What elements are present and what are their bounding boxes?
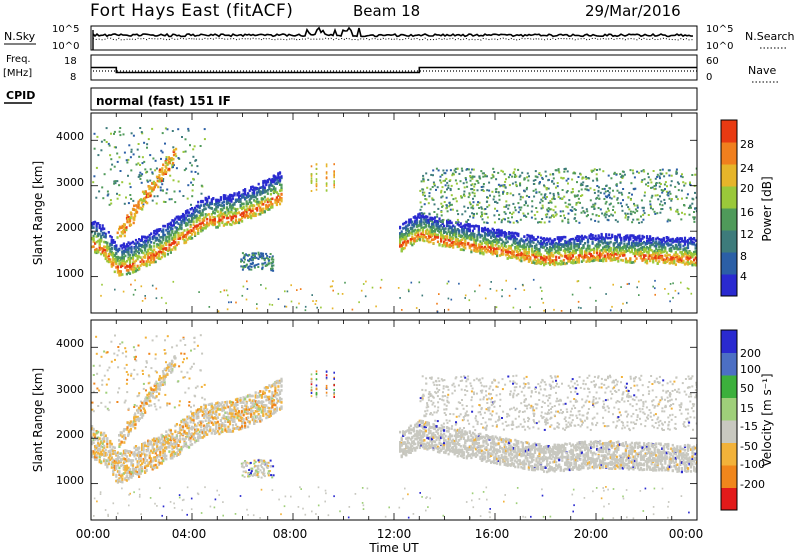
power-cbar-tick-8: 8: [740, 250, 747, 263]
n-search-label: N.Search: [745, 30, 795, 43]
velocity-cbar-label: Velocity [m s⁻¹]: [760, 373, 774, 466]
freq-tick-bottom: 8: [70, 72, 76, 83]
x-axis-label: Time UT: [368, 541, 419, 554]
xtick-2000: 20:00: [574, 527, 609, 541]
noise-panel: N.Sky 10^5 10^0 10^5 10^0 N.Search: [4, 24, 795, 52]
noise-right-tick-top: 10^5: [706, 24, 733, 35]
vel-ytick-2000: 2000: [56, 428, 84, 441]
power-panel: Slant Range [km] 4000 3000 2000 1000 28 …: [31, 112, 774, 314]
power-cbar-tick-16: 16: [740, 206, 754, 219]
nave-tick-bottom: 0: [706, 72, 712, 83]
cpid-panel: CPID normal (fast) 151 IF: [4, 87, 698, 111]
xtick-2400: 00:00: [669, 527, 704, 541]
power-cbar-tick-28: 28: [740, 138, 754, 151]
power-cbar-tick-20: 20: [740, 182, 754, 195]
noise-left-tick-bottom: 10^0: [52, 41, 79, 52]
velocity-colorbar: [721, 330, 737, 511]
power-ylabel: Slant Range [km]: [31, 161, 45, 265]
vel-cbar-tick-50: 50: [740, 382, 754, 395]
cpid-label: CPID: [6, 89, 35, 102]
x-axis: 00:00 04:00 08:00 12:00 16:00 20:00 00:0…: [76, 527, 704, 554]
vel-cbar-tick-200: 200: [740, 347, 761, 360]
freq-line: [91, 66, 697, 74]
power-cbar-tick-24: 24: [740, 162, 754, 175]
power-ytick-3000: 3000: [56, 176, 84, 189]
vel-cbar-tick-m50: -50: [740, 440, 758, 453]
vel-cbar-tick-m100: -100: [740, 458, 765, 471]
power-colorbar: [721, 120, 737, 297]
power-ytick-2000: 2000: [56, 221, 84, 234]
n-sky-line: [92, 26, 694, 38]
cpid-text: normal (fast) 151 IF: [96, 94, 231, 108]
power-cbar-tick-4: 4: [740, 270, 747, 283]
power-ytick-1000: 1000: [56, 267, 84, 280]
freq-label: Freq.: [6, 54, 31, 65]
xtick-1200: 12:00: [377, 527, 412, 541]
nave-tick-top: 60: [706, 56, 719, 67]
xtick-0000: 00:00: [76, 527, 111, 541]
power-cbar-tick-12: 12: [740, 228, 754, 241]
vel-cbar-tick-15: 15: [740, 402, 754, 415]
station-title: Fort Hays East (fitACF): [90, 1, 293, 21]
xtick-1600: 16:00: [475, 527, 510, 541]
beam-label: Beam 18: [353, 2, 420, 20]
vel-ytick-4000: 4000: [56, 337, 84, 350]
vel-ytick-3000: 3000: [56, 383, 84, 396]
nave-label: Nave: [748, 64, 776, 77]
freq-tick-top: 18: [64, 56, 77, 67]
vel-cbar-tick-m200: -200: [740, 478, 765, 491]
velocity-ylabel: Slant Range [km]: [31, 368, 45, 472]
xtick-0800: 08:00: [273, 527, 308, 541]
date-label: 29/Mar/2016: [585, 2, 681, 20]
noise-left-tick-top: 10^5: [52, 24, 79, 35]
n-search-line: [92, 37, 694, 41]
vel-cbar-tick-m15: -15: [740, 420, 758, 433]
power-ytick-4000: 4000: [56, 130, 84, 143]
vel-ytick-1000: 1000: [56, 474, 84, 487]
velocity-panel: Slant Range [km] 4000 3000 2000 1000 200…: [31, 319, 774, 521]
noise-right-tick-bottom: 10^0: [706, 41, 733, 52]
xtick-0400: 04:00: [172, 527, 207, 541]
freq-unit-label: [MHz]: [3, 68, 32, 79]
n-sky-label: N.Sky: [4, 30, 36, 43]
freq-panel: Freq. [MHz] 18 8 60 0 Nave: [3, 54, 778, 83]
vel-cbar-tick-100: 100: [740, 363, 761, 376]
power-cbar-label: Power [dB]: [760, 176, 774, 241]
